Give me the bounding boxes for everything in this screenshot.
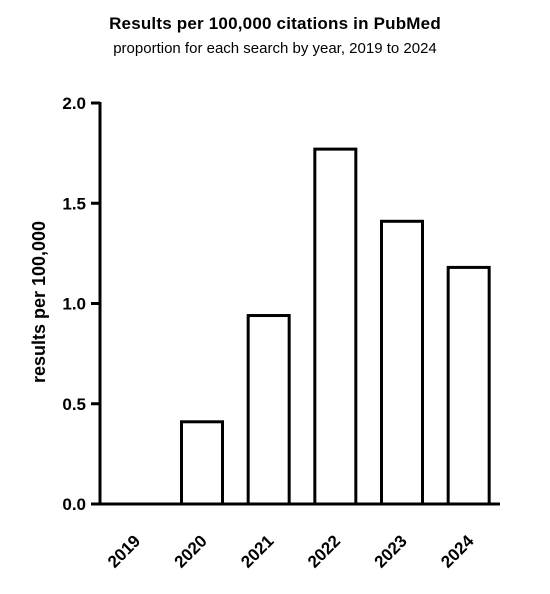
x-tick-label-2022: 2022: [304, 531, 344, 571]
y-tick-label: 0.5: [62, 395, 86, 414]
x-tick-label-2024: 2024: [437, 531, 478, 572]
bar-2024: [446, 265, 491, 506]
bar-2020: [180, 420, 224, 506]
chart-subtitle: proportion for each search by year, 2019…: [113, 40, 437, 57]
bar-2023: [380, 219, 424, 506]
chart-bars: [180, 147, 491, 506]
bar-2022: [313, 147, 358, 506]
y-axis-label: results per 100,000: [29, 221, 49, 383]
y-tick-label: 2.0: [62, 94, 86, 113]
chart-title: Results per 100,000 citations in PubMed: [109, 14, 441, 33]
x-tick-label-2021: 2021: [237, 531, 277, 571]
x-tick-label-2023: 2023: [371, 531, 411, 571]
bar-2021: [246, 314, 291, 506]
x-tick-label-2020: 2020: [171, 531, 211, 571]
y-tick-label: 1.0: [62, 295, 86, 314]
x-tick-label-2019: 2019: [104, 531, 144, 571]
y-tick-label: 1.5: [62, 194, 86, 213]
y-tick-label: 0.0: [62, 495, 86, 514]
